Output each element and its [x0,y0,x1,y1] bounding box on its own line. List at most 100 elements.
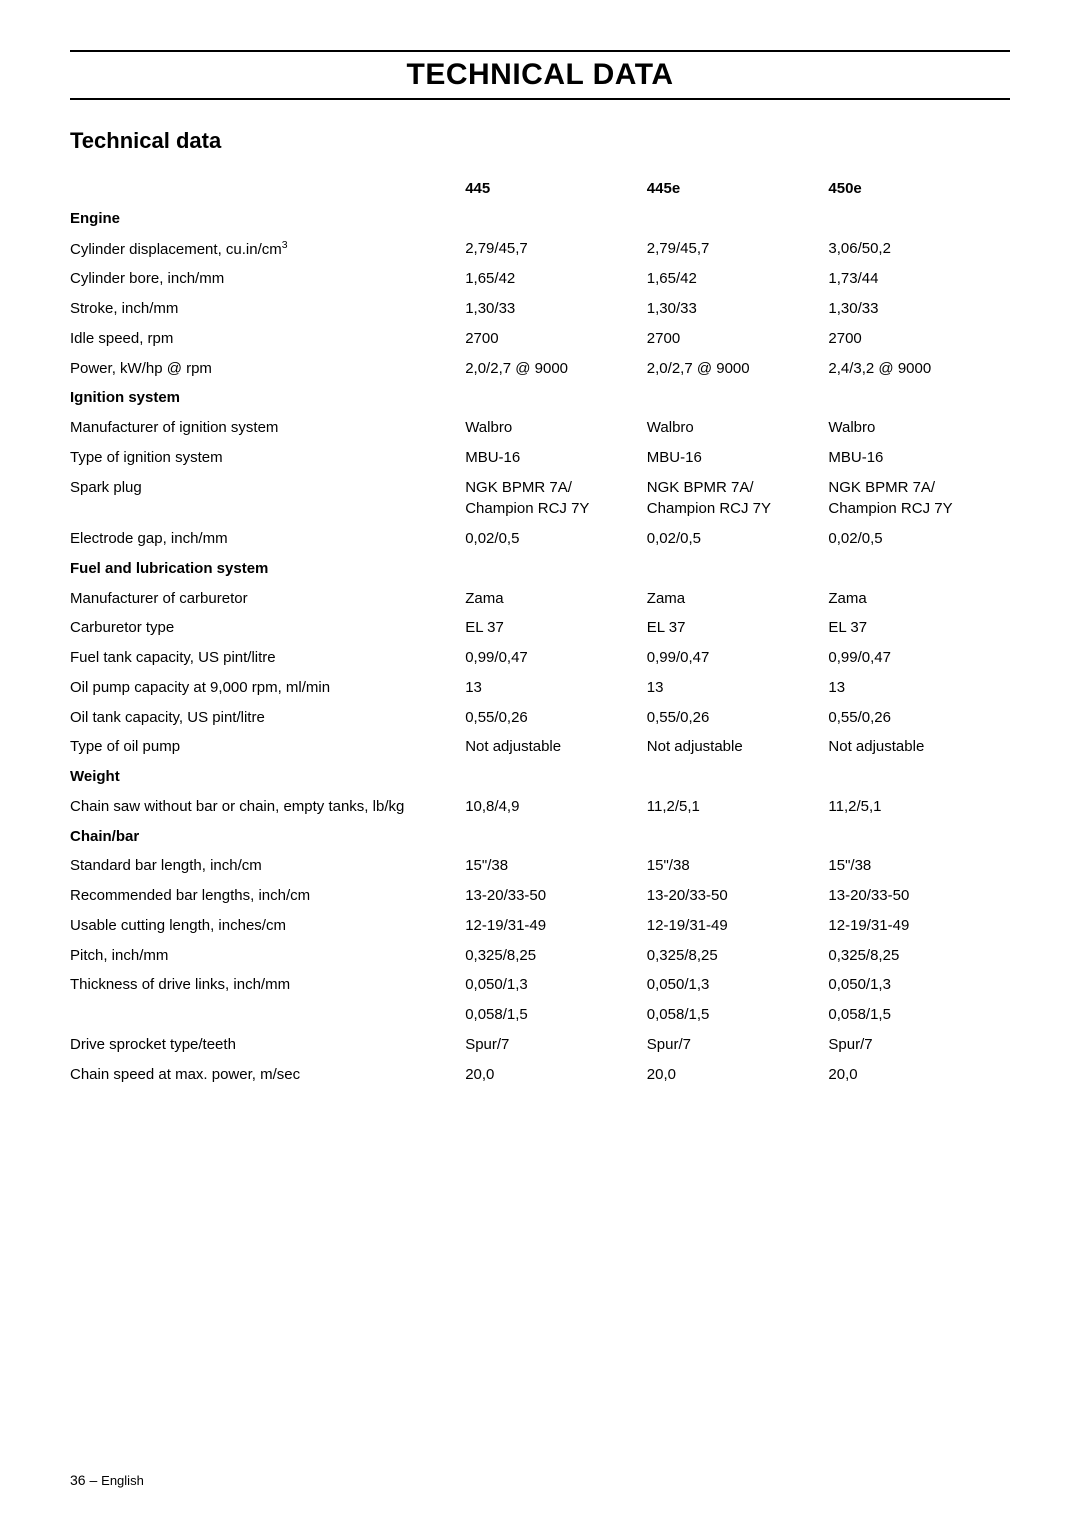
table-row: Standard bar length, inch/cm15"/3815"/38… [70,851,1010,881]
row-label: Chain speed at max. power, m/sec [70,1060,465,1090]
row-value: 2700 [465,324,647,354]
row-value: Zama [647,584,829,614]
row-label: Power, kW/hp @ rpm [70,354,465,384]
row-label: Cylinder bore, inch/mm [70,264,465,294]
row-value: Walbro [647,413,829,443]
row-label: Spark plug [70,473,465,525]
section-heading: Ignition system [70,383,1010,413]
spec-table: 445445e450eEngineCylinder displacement, … [70,174,1010,1089]
table-row: Carburetor typeEL 37EL 37EL 37 [70,613,1010,643]
row-label: Idle speed, rpm [70,324,465,354]
row-value: 1,30/33 [465,294,647,324]
row-value: 20,0 [828,1060,1010,1090]
row-value: 11,2/5,1 [828,792,1010,822]
table-row: Power, kW/hp @ rpm2,0/2,7 @ 90002,0/2,7 … [70,354,1010,384]
section-heading: Weight [70,762,1010,792]
row-value: Zama [465,584,647,614]
table-row: Recommended bar lengths, inch/cm13-20/33… [70,881,1010,911]
row-value: 11,2/5,1 [647,792,829,822]
table-header-empty [70,174,465,204]
row-value: 12-19/31-49 [828,911,1010,941]
table-header-row: 445445e450e [70,174,1010,204]
row-label: Pitch, inch/mm [70,941,465,971]
row-label: Chain saw without bar or chain, empty ta… [70,792,465,822]
table-row: Chain saw without bar or chain, empty ta… [70,792,1010,822]
table-row: Type of ignition systemMBU-16MBU-16MBU-1… [70,443,1010,473]
section-heading: Engine [70,204,1010,234]
row-value: 0,325/8,25 [465,941,647,971]
row-value: 0,058/1,5 [828,1000,1010,1030]
row-label: Standard bar length, inch/cm [70,851,465,881]
row-value: 1,65/42 [465,264,647,294]
row-label: Type of oil pump [70,732,465,762]
section-heading-row: Engine [70,204,1010,234]
row-value: 0,058/1,5 [465,1000,647,1030]
row-value: 3,06/50,2 [828,234,1010,265]
row-value: 0,55/0,26 [828,703,1010,733]
row-value: MBU-16 [465,443,647,473]
row-value: 13 [647,673,829,703]
row-value: 0,99/0,47 [465,643,647,673]
row-value: 15"/38 [828,851,1010,881]
row-value: 12-19/31-49 [465,911,647,941]
table-row: Manufacturer of carburetorZamaZamaZama [70,584,1010,614]
row-label: Manufacturer of ignition system [70,413,465,443]
row-value: NGK BPMR 7A/Champion RCJ 7Y [647,473,829,525]
table-row: Thickness of drive links, inch/mm0,050/1… [70,970,1010,1000]
row-label: Drive sprocket type/teeth [70,1030,465,1060]
row-value: 20,0 [465,1060,647,1090]
row-label: Cylinder displacement, cu.in/cm3 [70,234,465,265]
row-value: MBU-16 [828,443,1010,473]
table-row: Drive sprocket type/teethSpur/7Spur/7Spu… [70,1030,1010,1060]
row-value: NGK BPMR 7A/Champion RCJ 7Y [828,473,1010,525]
row-value: Walbro [828,413,1010,443]
row-value: 0,02/0,5 [647,524,829,554]
section-heading: Fuel and lubrication system [70,554,1010,584]
table-row: Spark plug NGK BPMR 7A/Champion RCJ 7YNGK… [70,473,1010,525]
row-value: Spur/7 [465,1030,647,1060]
table-row: Pitch, inch/mm0,325/8,250,325/8,250,325/… [70,941,1010,971]
row-value: Walbro [465,413,647,443]
row-value: 2,4/3,2 @ 9000 [828,354,1010,384]
page-title-wrap: TECHNICAL DATA [70,56,1010,94]
table-column-header: 450e [828,174,1010,204]
row-label: Carburetor type [70,613,465,643]
row-value: 1,30/33 [828,294,1010,324]
row-value: 0,050/1,3 [647,970,829,1000]
footer-language: English [101,1473,144,1488]
table-row: Fuel tank capacity, US pint/litre0,99/0,… [70,643,1010,673]
table-row: Oil tank capacity, US pint/litre0,55/0,2… [70,703,1010,733]
row-value: 15"/38 [465,851,647,881]
row-value: 2,79/45,7 [647,234,829,265]
table-row: Cylinder displacement, cu.in/cm32,79/45,… [70,234,1010,265]
row-value: 2,79/45,7 [465,234,647,265]
row-value: 0,050/1,3 [828,970,1010,1000]
row-value: 10,8/4,9 [465,792,647,822]
row-value: 0,058/1,5 [647,1000,829,1030]
row-value: 0,02/0,5 [465,524,647,554]
table-row: Cylinder bore, inch/mm1,65/421,65/421,73… [70,264,1010,294]
row-value: 1,30/33 [647,294,829,324]
row-value: 0,99/0,47 [828,643,1010,673]
row-label: Type of ignition system [70,443,465,473]
page-footer: 36 – English [70,1472,144,1488]
row-value: 2700 [647,324,829,354]
row-value: 0,55/0,26 [465,703,647,733]
row-value: 0,050/1,3 [465,970,647,1000]
row-value: 0,02/0,5 [828,524,1010,554]
footer-page-number: 36 [70,1472,86,1488]
row-value: 12-19/31-49 [647,911,829,941]
row-label: Recommended bar lengths, inch/cm [70,881,465,911]
row-value: 1,65/42 [647,264,829,294]
row-label: Fuel tank capacity, US pint/litre [70,643,465,673]
row-value: MBU-16 [647,443,829,473]
row-value: Not adjustable [828,732,1010,762]
top-rule [70,50,1010,52]
table-row: 0,058/1,50,058/1,50,058/1,5 [70,1000,1010,1030]
row-label: Thickness of drive links, inch/mm [70,970,465,1000]
table-row: Type of oil pumpNot adjustableNot adjust… [70,732,1010,762]
row-value: 0,99/0,47 [647,643,829,673]
row-value: EL 37 [828,613,1010,643]
row-label: Oil pump capacity at 9,000 rpm, ml/min [70,673,465,703]
row-value: EL 37 [465,613,647,643]
